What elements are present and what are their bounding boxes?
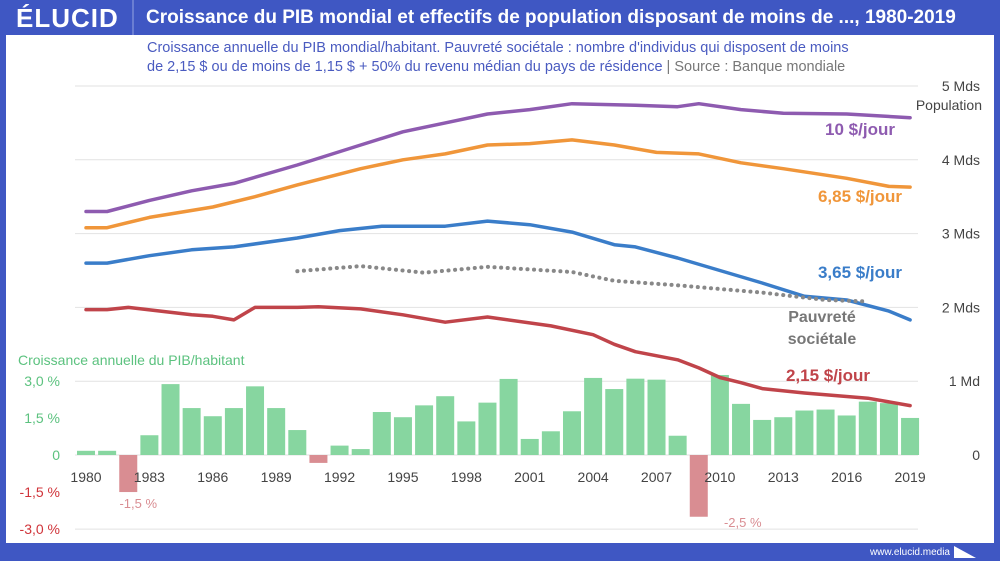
bar-1983: [140, 435, 159, 455]
x-tick: 2013: [768, 469, 799, 485]
chart-panel: [6, 35, 994, 543]
bar-1986: [203, 416, 222, 455]
logo: ÉLUCID: [16, 3, 119, 33]
bar-2012: [753, 419, 772, 455]
left-y-tick: -3,0 %: [20, 521, 60, 537]
x-tick: 2016: [831, 469, 862, 485]
x-tick: 1983: [134, 469, 165, 485]
x-tick: 2010: [704, 469, 735, 485]
right-y-tick: 4 Mds: [942, 152, 980, 168]
bar-1995: [393, 417, 412, 455]
left-y-tick: 1,5 %: [24, 410, 60, 426]
line-series-0: [84, 101, 912, 214]
bar-2004: [584, 377, 603, 455]
elucid-flag-icon: [954, 546, 976, 558]
bar-2006: [626, 378, 645, 455]
bar-2009: [689, 455, 708, 517]
source-label: Source : Banque mondiale: [674, 59, 846, 75]
bar-1989: [267, 408, 286, 455]
series-label-0: 10 $/jour: [825, 120, 895, 139]
x-tick: 2001: [514, 469, 545, 485]
bar-2005: [605, 389, 624, 455]
series-label-2: 3,65 $/jour: [818, 263, 902, 282]
x-tick: 1989: [261, 469, 292, 485]
right-y-tick: 1 Md: [949, 373, 980, 389]
bar-2000: [499, 378, 518, 455]
left-y-tick: 0: [52, 447, 60, 463]
bar-1993: [351, 449, 370, 455]
bar-2014: [795, 410, 814, 455]
header: ÉLUCID Croissance du PIB mondial et effe…: [0, 0, 1000, 35]
bar-2018: [879, 403, 898, 455]
subtitle-line-1: Croissance annuelle du PIB mondial/habit…: [147, 40, 849, 56]
right-axis-title: Population: [916, 97, 982, 113]
right-y-tick: 5 Mds: [942, 78, 980, 94]
bar-2013: [774, 417, 793, 455]
bar-1996: [415, 405, 434, 455]
line-series-4: [84, 304, 912, 408]
line-series-1: [84, 138, 912, 230]
bar-2002: [541, 431, 560, 455]
bar-1992: [330, 445, 349, 455]
bar-2015: [816, 409, 835, 455]
x-tick: 1995: [387, 469, 418, 485]
bar-2007: [647, 379, 666, 455]
annotation-2009: -2,5 %: [724, 515, 762, 530]
x-tick: 2019: [894, 469, 925, 485]
bar-1999: [478, 402, 497, 455]
bar-1980: [77, 450, 95, 455]
bar-axis-title: Croissance annuelle du PIB/habitant: [18, 352, 245, 368]
bar-2016: [837, 415, 856, 455]
right-y-tick: 3 Mds: [942, 226, 980, 242]
header-divider: [132, 0, 134, 35]
x-tick: 1980: [70, 469, 101, 485]
bar-1985: [182, 408, 201, 455]
x-tick: 2004: [578, 469, 609, 485]
bar-1987: [224, 408, 243, 455]
subtitle-separator: |: [666, 59, 671, 75]
right-y-tick: 0: [972, 447, 980, 463]
subtitle-line-2: de 2,15 $ ou de moins de 1,15 $ + 50% du…: [147, 59, 663, 75]
bar-1991: [309, 455, 328, 463]
series-label-4: 2,15 $/jour: [786, 366, 870, 385]
bar-2001: [520, 438, 539, 455]
bar-2011: [732, 403, 751, 455]
bar-1997: [436, 396, 455, 455]
bar-1994: [372, 412, 391, 455]
right-y-tick: 2 Mds: [942, 299, 980, 315]
bar-1981: [98, 450, 117, 455]
left-y-tick: -1,5 %: [20, 484, 60, 500]
line-series-3: [295, 264, 870, 304]
bar-2010: [710, 374, 729, 455]
bar-2003: [562, 411, 581, 455]
annotation-1982: -1,5 %: [119, 496, 157, 511]
series-label-1: 6,85 $/jour: [818, 187, 902, 206]
bar-2017: [858, 401, 877, 455]
left-y-tick: 3,0 %: [24, 373, 60, 389]
bar-1998: [457, 421, 476, 455]
bar-1982: [119, 455, 138, 493]
bar-2008: [668, 435, 687, 455]
footer-url[interactable]: www.elucid.media: [869, 547, 950, 558]
x-tick: 2007: [641, 469, 672, 485]
bar-2019: [901, 417, 920, 455]
bar-1990: [288, 430, 307, 455]
x-tick: 1992: [324, 469, 355, 485]
series-label-3-line1: Pauvreté: [788, 309, 856, 326]
bar-1984: [161, 384, 180, 455]
bar-1988: [246, 386, 265, 455]
chart-title: Croissance du PIB mondial et effectifs d…: [146, 7, 956, 28]
chart-subtitle: Croissance annuelle du PIB mondial/habit…: [147, 39, 849, 77]
x-tick: 1998: [451, 469, 482, 485]
series-label-3-line2: sociétale: [788, 331, 857, 348]
x-tick: 1986: [197, 469, 228, 485]
line-series-2: [84, 219, 912, 322]
